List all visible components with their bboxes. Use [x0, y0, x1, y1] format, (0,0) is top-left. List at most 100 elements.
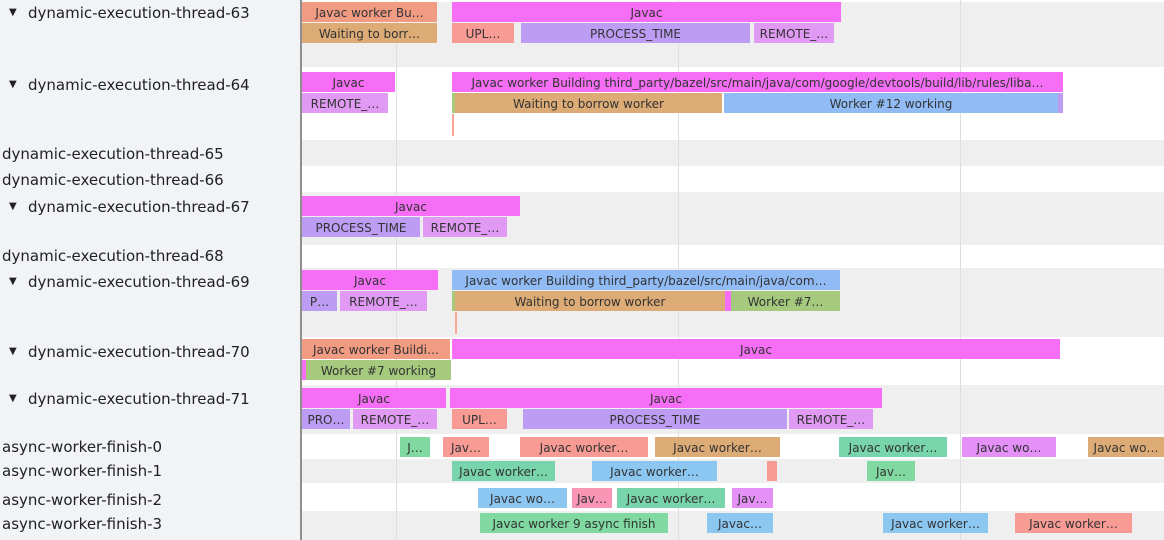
trace-slice[interactable]: REMOTE_…	[340, 291, 427, 311]
trace-slice[interactable]: Jav…	[572, 488, 612, 508]
trace-slice[interactable]: Javac	[302, 196, 520, 216]
trace-slice[interactable]: Javac	[302, 72, 395, 92]
track-name-dynamic-execution-thread-63[interactable]: ▼ dynamic-execution-thread-63	[0, 3, 300, 23]
trace-slice[interactable]: REMOTE_…	[353, 409, 437, 429]
trace-slice[interactable]	[452, 93, 455, 113]
trace-slice[interactable]: PROCESS_TIME	[523, 409, 787, 429]
time-gridline	[960, 0, 961, 540]
track-name-dynamic-execution-thread-64[interactable]: ▼ dynamic-execution-thread-64	[0, 75, 300, 95]
track-name-dynamic-execution-thread-69[interactable]: ▼ dynamic-execution-thread-69	[0, 272, 300, 292]
trace-slice-label: Javac worker…	[848, 441, 938, 455]
collapse-triangle-icon[interactable]: ▼	[9, 7, 17, 18]
trace-slice[interactable]: PROCESS_TIME	[302, 217, 420, 237]
trace-slice[interactable]: Worker #7…	[731, 291, 840, 311]
trace-slice-label: Worker #7…	[747, 295, 824, 309]
trace-slice[interactable]: Javac worker Building third_party/bazel/…	[452, 72, 1063, 92]
trace-slice-label: Waiting to borrow worker	[513, 97, 664, 111]
trace-slice-label: Javac	[630, 6, 663, 20]
trace-slice[interactable]: Javac worker Buildi…	[302, 339, 450, 359]
trace-slice-label: Javac worker Buildi…	[313, 343, 439, 357]
trace-instant-tick[interactable]	[455, 312, 457, 334]
trace-slice[interactable]: Worker #12 working	[724, 93, 1058, 113]
collapse-triangle-icon[interactable]: ▼	[9, 79, 17, 90]
trace-slice[interactable]	[452, 291, 455, 311]
trace-slice[interactable]: Javac worker 9 async finish	[480, 513, 668, 533]
track-label-text: dynamic-execution-thread-68	[2, 247, 224, 265]
trace-slice[interactable]: Javac	[452, 339, 1060, 359]
trace-slice[interactable]	[1058, 93, 1063, 113]
trace-slice[interactable]: Worker #7 working	[306, 360, 451, 380]
trace-slice[interactable]: Javac worker…	[520, 437, 648, 457]
trace-slice[interactable]: Javac	[450, 388, 882, 408]
trace-slice[interactable]: REMOTE_…	[302, 93, 388, 113]
trace-slice-label: Javac worker Bu…	[315, 6, 424, 20]
trace-slice[interactable]: P…	[302, 291, 337, 311]
collapse-triangle-icon[interactable]: ▼	[9, 346, 17, 357]
trace-slice[interactable]: Javac worker…	[592, 461, 717, 481]
trace-slice[interactable]: Javac	[302, 270, 438, 290]
collapse-triangle-icon[interactable]: ▼	[9, 201, 17, 212]
track-name-dynamic-execution-thread-71[interactable]: ▼ dynamic-execution-thread-71	[0, 389, 300, 409]
trace-slice[interactable]: REMOTE_…	[754, 23, 834, 43]
track-name-async-worker-finish-3[interactable]: async-worker-finish-3	[0, 514, 300, 534]
trace-slice[interactable]: Waiting to borrow worker	[455, 93, 722, 113]
trace-slice-label: Javac wo…	[976, 441, 1042, 455]
track-label-text: dynamic-execution-thread-70	[28, 343, 250, 361]
trace-slice[interactable]: Javac wo…	[962, 437, 1056, 457]
trace-slice[interactable]: Javac wo…	[1088, 437, 1164, 457]
trace-slice[interactable]: Javac worker…	[1015, 513, 1132, 533]
trace-slice-label: Waiting to borr…	[318, 27, 421, 41]
trace-slice[interactable]	[725, 291, 731, 311]
track-label-text: dynamic-execution-thread-69	[28, 273, 250, 291]
trace-slice-label: Javac wo…	[490, 492, 555, 506]
trace-slice[interactable]: Jav…	[732, 488, 773, 508]
trace-instant-tick[interactable]	[452, 114, 454, 136]
track-name-dynamic-execution-thread-68[interactable]: dynamic-execution-thread-68	[0, 246, 300, 266]
track-name-async-worker-finish-1[interactable]: async-worker-finish-1	[0, 461, 300, 481]
trace-slice[interactable]: Waiting to borr…	[302, 23, 437, 43]
trace-slice[interactable]: REMOTE_…	[789, 409, 873, 429]
trace-slice[interactable]: Javac worker Bu…	[302, 2, 437, 22]
trace-slice[interactable]: J…	[400, 437, 430, 457]
track-name-async-worker-finish-2[interactable]: async-worker-finish-2	[0, 490, 300, 510]
trace-slice-label: J…	[407, 441, 423, 455]
trace-slice[interactable]: Javac…	[707, 513, 773, 533]
trace-slice[interactable]: Javac	[302, 388, 446, 408]
trace-slice[interactable]: Javac worker Building third_party/bazel/…	[452, 270, 840, 290]
collapse-triangle-icon[interactable]: ▼	[9, 393, 17, 404]
trace-slice[interactable]: Javac wo…	[478, 488, 567, 508]
track-name-async-worker-finish-0[interactable]: async-worker-finish-0	[0, 437, 300, 457]
track-label-text: dynamic-execution-thread-67	[28, 198, 250, 216]
trace-slice[interactable]: Waiting to borrow worker	[455, 291, 725, 311]
trace-slice-label: Jav…	[577, 492, 607, 506]
trace-slice[interactable]: REMOTE_…	[423, 217, 507, 237]
trace-slice[interactable]: Javac	[452, 2, 841, 22]
trace-slice[interactable]	[302, 360, 306, 380]
trace-slice[interactable]: PRO…	[302, 409, 350, 429]
trace-slice[interactable]: Javac worker…	[617, 488, 725, 508]
trace-slice[interactable]: PROCESS_TIME	[521, 23, 750, 43]
trace-slice[interactable]: Javac worker…	[883, 513, 988, 533]
trace-slice[interactable]: Jav…	[443, 437, 489, 457]
trace-slice[interactable]: Javac worker…	[839, 437, 947, 457]
trace-slice-label: PROCESS_TIME	[609, 413, 701, 427]
track-band	[300, 459, 1164, 483]
collapse-triangle-icon[interactable]: ▼	[9, 276, 17, 287]
trace-slice[interactable]: Javac worker…	[655, 437, 780, 457]
track-name-dynamic-execution-thread-70[interactable]: ▼ dynamic-execution-thread-70	[0, 342, 300, 362]
track-name-dynamic-execution-thread-65[interactable]: dynamic-execution-thread-65	[0, 144, 300, 164]
track-name-dynamic-execution-thread-67[interactable]: ▼ dynamic-execution-thread-67	[0, 197, 300, 217]
trace-slice-label: Javac worker…	[459, 465, 548, 479]
trace-slice-label: Waiting to borrow worker	[514, 295, 666, 309]
trace-slice-label: Javac worker 9 async finish	[492, 517, 656, 531]
trace-slice-label: Javac worker…	[891, 517, 980, 531]
trace-slice[interactable]: UPL…	[452, 409, 507, 429]
trace-slice[interactable]: Javac worker…	[452, 461, 555, 481]
trace-slice-label: Worker #7 working	[320, 364, 437, 378]
trace-slice-label: REMOTE_…	[349, 295, 418, 309]
trace-slice[interactable]	[767, 461, 777, 481]
track-name-dynamic-execution-thread-66[interactable]: dynamic-execution-thread-66	[0, 170, 300, 190]
trace-slice[interactable]: UPL…	[452, 23, 514, 43]
trace-slice[interactable]: Jav…	[867, 461, 915, 481]
